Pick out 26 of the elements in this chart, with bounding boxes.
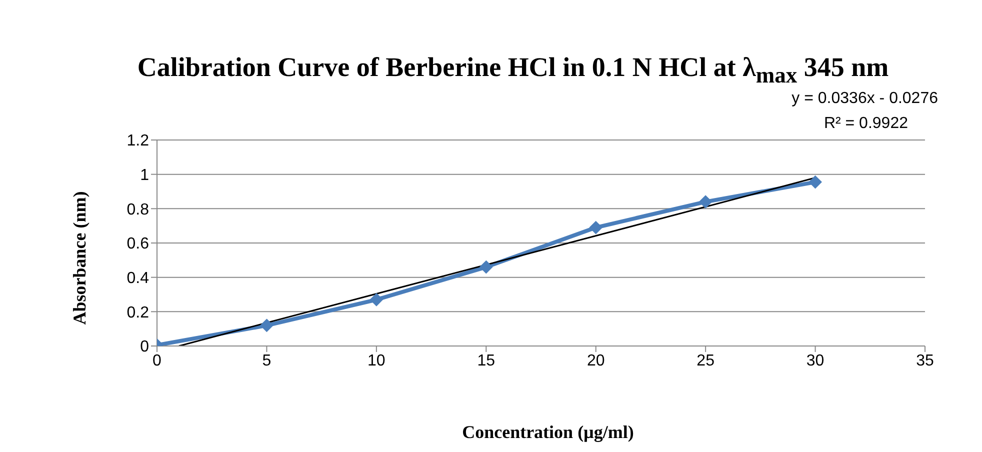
- y-tick-label: 0.8: [126, 201, 150, 218]
- chart-title: Calibration Curve of Berberine HCl in 0.1 N HCl at λ$_{max}$ 345 nm: [137, 52, 889, 88]
- y-tick-label: 1: [140, 167, 150, 184]
- x-tick-label: 30: [806, 352, 824, 370]
- y-tick-label: 0.2: [126, 304, 150, 322]
- point: [589, 221, 602, 234]
- x-tick-label: 35: [916, 352, 934, 370]
- point: [370, 293, 383, 306]
- y-axis-title: Absorbance (nm): [70, 191, 90, 325]
- point: [260, 318, 274, 332]
- point: [699, 195, 712, 208]
- point: [480, 260, 493, 274]
- text: y = 0.0336x - 0.0276: [792, 90, 938, 108]
- text: R² = 0.9922: [824, 115, 908, 133]
- x-tick-label: 25: [696, 352, 715, 370]
- x-tick-label: 0: [152, 352, 162, 370]
- y-tick-label: 0: [140, 338, 150, 356]
- x-tick-label: 20: [586, 352, 605, 370]
- x-tick-label: 5: [262, 352, 272, 370]
- y-tick-label: 0.4: [126, 270, 150, 288]
- point: [808, 176, 822, 189]
- x-tick-label: 10: [368, 352, 386, 370]
- x-tick-label: 15: [477, 352, 496, 370]
- y-tick-label: 1.2: [126, 132, 150, 150]
- x-axis-title: Concentration (µg/ml): [461, 422, 635, 443]
- y-tick-label: 0.6: [126, 236, 150, 253]
